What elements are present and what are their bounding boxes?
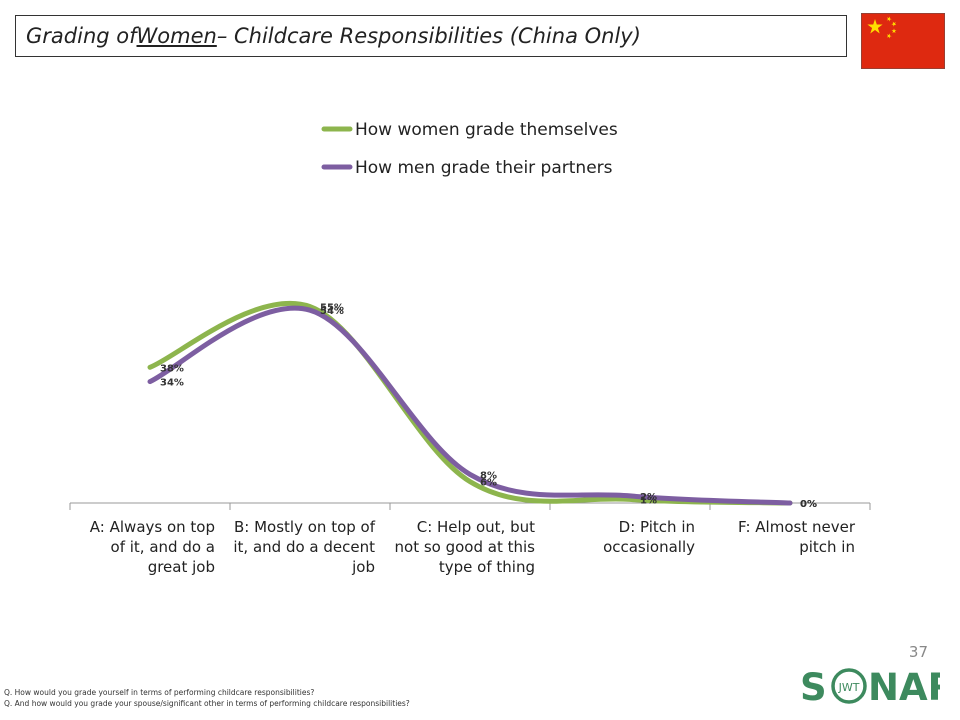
series-2-point [149, 381, 151, 383]
title-suffix: – Childcare Responsibilities (China Only… [216, 24, 641, 48]
svg-text:NAR: NAR [868, 666, 940, 704]
flag-star [867, 19, 883, 34]
category-label-3: type of thing [439, 558, 535, 576]
series-1-data-label: 1% [640, 495, 657, 506]
category-label-2: it, and do a decent [233, 538, 375, 556]
data-labels: 38%55%6%1% 0%34%54%8%2%0% [160, 303, 817, 510]
series-layer [147, 300, 793, 506]
title-prefix: Grading of [26, 24, 137, 48]
category-label-2: job [351, 558, 375, 576]
footnote-1: Q. How would you grade yourself in terms… [4, 688, 315, 697]
footnote-2: Q. And how would you grade your spouse/s… [4, 699, 410, 708]
flag-star [886, 16, 892, 22]
sonar-jwt-logo: S JWT NAR [800, 666, 940, 704]
category-label-1: great job [148, 558, 215, 576]
category-label-2: B: Mostly on top of [234, 518, 376, 536]
series-2-data-label: 54% [320, 306, 344, 317]
series-2-data-label: 0% [800, 499, 817, 510]
series-1-point [629, 498, 631, 500]
category-label-4: occasionally [603, 538, 695, 556]
category-label-5: pitch in [799, 538, 855, 556]
series-2-point [789, 502, 791, 504]
category-label-1: A: Always on top [90, 518, 215, 536]
series-line-2 [147, 305, 793, 506]
series-2-point [469, 473, 471, 475]
legend-label-1: How women grade themselves [355, 120, 618, 140]
slide-title: Grading of Women – Childcare Responsibil… [15, 15, 847, 57]
flag-star [891, 28, 897, 34]
category-labels: A: Always on top of it, and do a great job… [90, 518, 856, 576]
page-number: 37 [908, 643, 928, 661]
series-1-point [309, 306, 311, 308]
series-1-data-label: 6% [480, 478, 497, 489]
series-2-point [309, 309, 311, 311]
svg-text:JWT: JWT [838, 681, 860, 694]
series-1-point [469, 481, 471, 483]
series-2-point [629, 495, 631, 497]
chart-legend: How women grade themselves How men grade … [321, 120, 618, 178]
flag-star [891, 21, 897, 27]
svg-text:S: S [800, 666, 827, 704]
series-line-1 [147, 300, 793, 506]
title-emphasis: Women [136, 24, 217, 48]
series-2-data-label: 2% [640, 492, 657, 503]
footnotes: Q. How would you grade yourself in terms… [4, 687, 410, 709]
category-label-3: C: Help out, but [417, 518, 535, 536]
category-label-5: F: Almost never [738, 518, 856, 536]
series-2-data-label: 34% [160, 378, 184, 389]
china-flag-icon [861, 13, 945, 69]
series-1-point [149, 366, 151, 368]
category-label-1: of it, and do a [111, 538, 215, 556]
category-label-3: not so good at this [395, 538, 536, 556]
series-1-data-label: 0% [800, 499, 817, 510]
series-2-data-label: 8% [480, 470, 497, 481]
category-label-4: D: Pitch in [619, 518, 695, 536]
series-1-data-label: 38% [160, 363, 184, 374]
flag-star [886, 33, 892, 39]
series-1-data-label: 55% [320, 303, 344, 314]
legend-label-2: How men grade their partners [355, 158, 613, 178]
